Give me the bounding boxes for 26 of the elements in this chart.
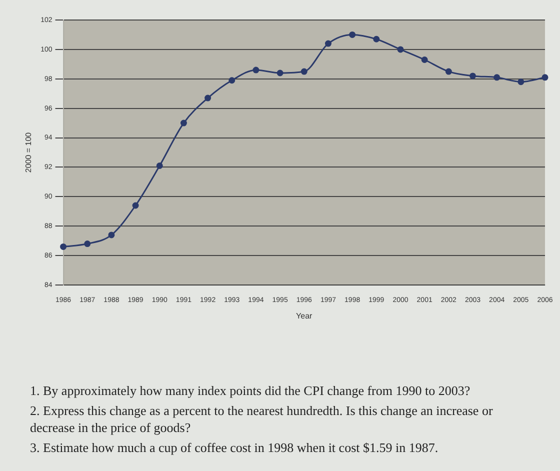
- point: [518, 78, 524, 86]
- y-axis-title: 2000 = 100: [24, 132, 34, 173]
- point: [349, 31, 356, 38]
- text: 3. Estimate how much a cup of coffee cost in 1998 when it cost $1.59 in 1987.: [30, 439, 440, 456]
- point: [132, 202, 139, 209]
- point: [397, 46, 404, 53]
- point: [108, 232, 115, 238]
- point: [469, 72, 476, 80]
- point: [180, 120, 187, 126]
- point: [276, 70, 284, 76]
- point: [324, 40, 332, 47]
- text: 1. By approximately how many index points did the CPI change from 1990 to 2003?: [30, 382, 472, 399]
- point: [373, 36, 380, 42]
- point: [60, 243, 67, 250]
- point: [542, 74, 548, 81]
- point: [494, 74, 500, 81]
- point: [228, 77, 236, 84]
- text: 2. Express this change as a percent to the nearest hundredth. Is this change an increase or decrease in the price of goods?: [30, 402, 494, 436]
- point: [156, 162, 163, 169]
- point: [84, 240, 91, 248]
- x-axis-title: Year: [296, 311, 313, 320]
- point: [300, 68, 308, 75]
- point: [252, 66, 260, 74]
- point: [204, 94, 212, 102]
- point: [421, 56, 428, 63]
- point: [445, 68, 452, 75]
